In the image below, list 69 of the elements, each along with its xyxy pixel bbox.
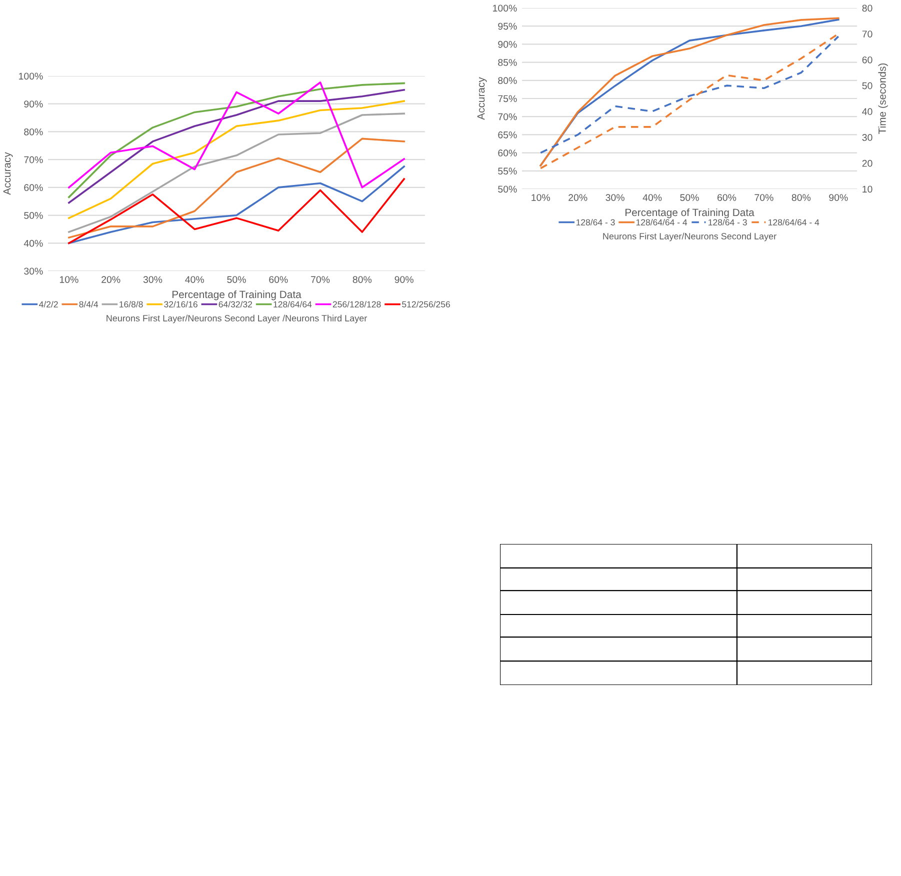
legend-label: 128/64/64 - 4 [636,219,688,226]
line-series [68,112,405,233]
y2-tick-label: 60 [862,56,872,64]
y-tick-label: 30% [24,268,43,275]
x-axis-title: Percentage of Training Data [172,290,302,300]
y-tick-label: 100% [19,72,43,80]
y2-tick-label: 40 [862,108,872,116]
x-axis-title: Percentage of Training Data [626,208,754,218]
x-tick-label: 10% [532,194,550,201]
y-tick-label: 65% [498,131,517,138]
y-axis-title: Accuracy [3,152,13,195]
y-tick-label: 85% [498,59,517,66]
x-tick-label: 70% [311,276,330,283]
legend-title: Neurons First Layer/Neurons Second Layer /Neurons Third Layer [106,314,367,324]
x-tick-label: 90% [394,276,414,283]
x-tick-label: 60% [269,276,288,283]
legend-label: 256/128/128 [332,301,381,308]
x-tick-label: 90% [829,194,848,201]
legend-label: 128/64/64 - 4 [768,219,820,226]
y-tick-label: 55% [498,168,517,175]
x-tick-label: 40% [642,194,662,201]
line-series [68,178,405,244]
y-tick-label: 60% [498,150,517,156]
x-tick-label: 30% [143,276,162,283]
y-tick-label: 80% [24,128,43,136]
legend-label: 4/2/2 [39,301,58,308]
y-tick-label: 50% [498,186,517,193]
y-tick-label: 75% [498,95,517,102]
y-tick-label: 40% [24,240,43,247]
y-tick-label: 50% [24,212,43,219]
y2-tick-label: 20 [862,160,872,167]
x-tick-label: 40% [185,276,204,283]
legend-label: 128/64 - 3 [708,219,747,226]
y2-tick-label: 50 [862,82,872,90]
legend-title: Neurons First Layer/Neurons Second Layer [603,232,776,242]
x-tick-label: 30% [606,194,624,201]
legend-label: 8/4/4 [79,301,98,308]
x-tick-label: 20% [568,194,588,201]
y-tick-label: 70% [24,156,43,164]
y2-axis-title: Time (seconds) [878,63,888,134]
x-tick-label: 20% [102,276,120,283]
y2-tick-label: 10 [862,186,872,193]
legend-label: 512/256/256 [402,301,450,308]
legend-label: 64/32/32 [218,301,252,308]
legend-label: 16/8/8 [120,301,143,308]
y2-tick-label: 70 [862,30,872,38]
x-tick-label: 80% [352,276,372,283]
y2-tick-label: 30 [862,134,872,141]
x-tick-label: 50% [680,194,699,201]
legend-label: 128/64/64 [274,301,312,308]
line-series [68,138,405,238]
x-tick-label: 80% [792,194,811,201]
y-tick-label: 70% [498,113,517,120]
line-series [68,100,405,219]
y2-tick-label: 80 [862,4,872,12]
y-axis-title: Accuracy [477,77,487,120]
legend-label: 32/16/16 [164,301,198,308]
y-tick-label: 80% [498,77,517,84]
x-tick-label: 10% [60,276,78,283]
x-tick-label: 60% [717,194,736,201]
y-tick-label: 95% [498,22,517,30]
y-tick-label: 100% [493,4,517,12]
line-series [68,166,405,244]
y-tick-label: 90% [24,100,43,108]
x-tick-label: 70% [754,194,774,201]
legend-label: 128/64 - 3 [576,219,615,226]
y-tick-label: 60% [24,184,43,192]
x-tick-label: 50% [227,276,246,283]
y-tick-label: 90% [498,40,517,48]
